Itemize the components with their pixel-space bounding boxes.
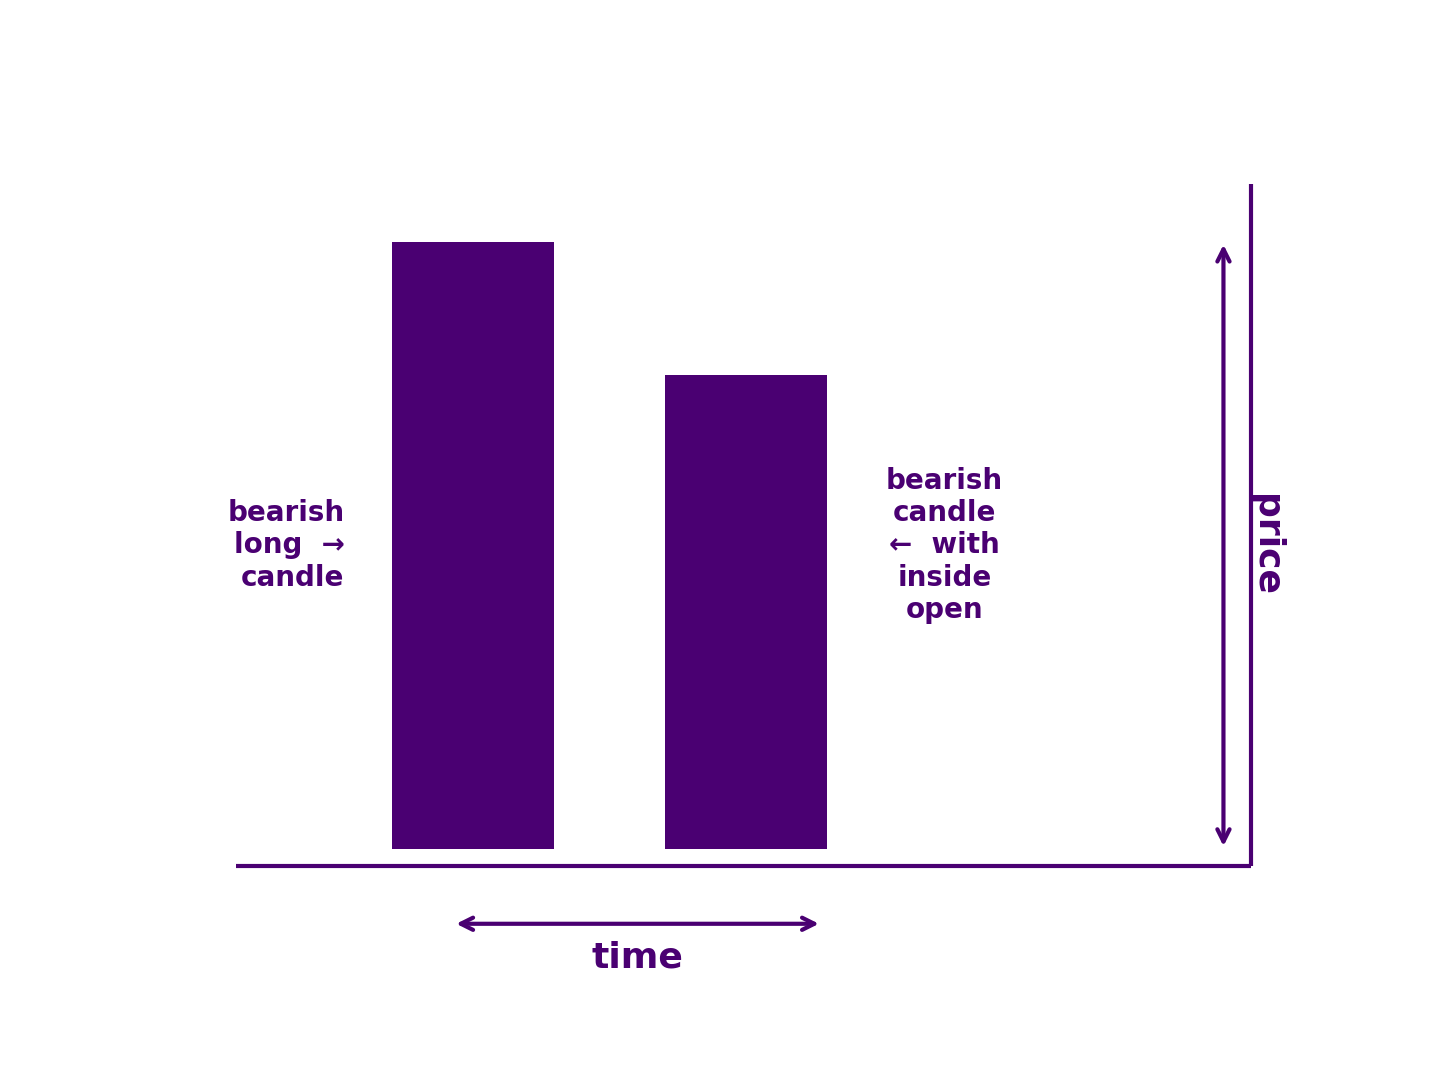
Bar <box>665 375 827 849</box>
Text: price: price <box>1248 495 1283 596</box>
Text: time: time <box>592 940 684 974</box>
Text: bearish
candle
←  with
inside
open: bearish candle ← with inside open <box>886 467 1004 624</box>
Text: bearish
long  →
candle: bearish long → candle <box>228 499 344 592</box>
Bar <box>392 242 554 849</box>
